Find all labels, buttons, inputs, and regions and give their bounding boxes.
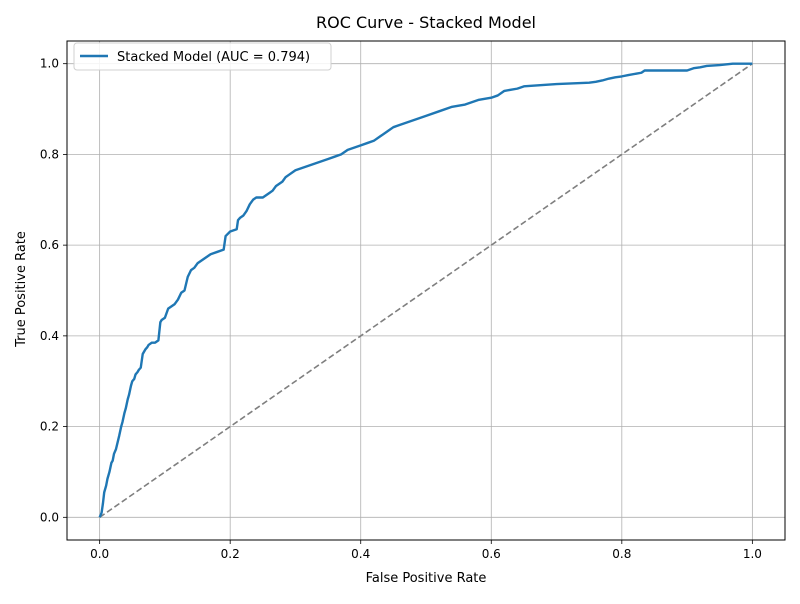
x-tick-label: 0.4 (351, 547, 370, 561)
axes-frame (66, 40, 786, 541)
x-tick-label: 0.6 (482, 547, 501, 561)
x-tick-label: 0.0 (90, 547, 109, 561)
x-tick-label: 0.2 (221, 547, 240, 561)
y-tick-label: 0.0 (40, 510, 59, 524)
chance-diagonal-line (99, 63, 753, 518)
y-axis-label: True Positive Rate (14, 231, 29, 348)
y-tick-label: 0.2 (40, 420, 59, 434)
y-tick-label: 0.8 (40, 147, 59, 161)
series-layer (98, 62, 753, 518)
legend-box (73, 42, 332, 71)
y-tick-label: 0.6 (40, 238, 59, 252)
roc-curve-line (98, 62, 753, 518)
y-tick-label: 0.4 (40, 329, 59, 343)
x-axis-label: False Positive Rate (366, 571, 487, 586)
ticks: 0.0 0.2 0.4 0.6 0.8 1.0 0.0 0.2 0.4 0.6 0.8 1.0 (40, 57, 762, 561)
chart-title: ROC Curve - Stacked Model (316, 13, 536, 32)
x-tick-label: 0.8 (612, 547, 631, 561)
legend: Stacked Model (AUC = 0.794) (73, 42, 332, 71)
x-tick-label: 1.0 (743, 547, 762, 561)
legend-label: Stacked Model (AUC = 0.794) (117, 50, 310, 65)
y-tick-label: 1.0 (40, 57, 59, 71)
